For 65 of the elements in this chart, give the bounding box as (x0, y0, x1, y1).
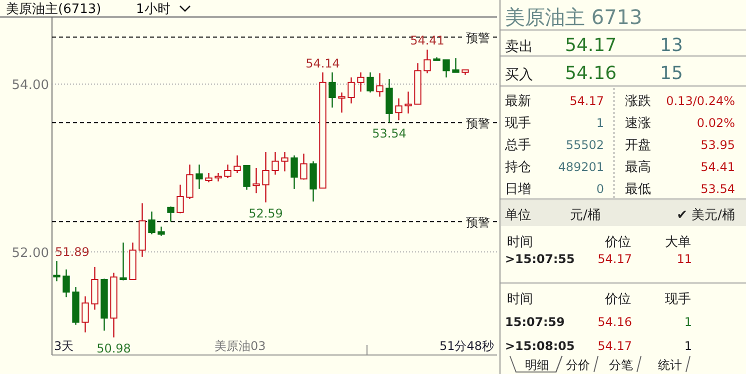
text: 54.17 (570, 94, 604, 108)
text: 分价 (566, 358, 590, 372)
chart-subtitle: 1小时 (136, 2, 170, 17)
ref-line-label: 预警 (466, 31, 490, 46)
text: 美原油主 6713 (505, 5, 642, 29)
text: 速涨 (625, 116, 651, 131)
text: 元/桶 (570, 208, 600, 223)
text: 持仓 (505, 160, 531, 175)
ref-line-label: 预警 (466, 216, 490, 230)
text: 最低 (625, 182, 651, 197)
text: 明细 (525, 358, 549, 372)
text: 开盘 (625, 138, 651, 153)
annotation: 51分48秒 (439, 339, 494, 353)
text: >15:07:55 (505, 252, 575, 266)
text: 13 (660, 35, 683, 56)
text: 11 (676, 252, 692, 266)
annotation: 51.89 (55, 245, 90, 260)
text: 买入 (505, 67, 533, 83)
text: 489201 (558, 160, 604, 174)
text: 54.16 (598, 315, 632, 329)
text: ✔ 美元/桶 (676, 207, 735, 223)
text: 时间 (507, 292, 533, 307)
text: 日增 (505, 182, 531, 197)
annotation: 54.14 (306, 56, 340, 70)
chart-title: 美原油主(6713) (6, 1, 102, 17)
annotation: 50.98 (96, 341, 131, 356)
annotation: 3天 (54, 339, 74, 353)
annotation: 52.59 (248, 206, 283, 220)
text: 54.16 (565, 63, 617, 84)
annotation: 53.54 (372, 126, 406, 141)
text: 1 (684, 339, 692, 353)
text: 价位 (604, 292, 631, 307)
y-tick-label: 52.00 (12, 246, 49, 261)
text: 现手 (505, 116, 531, 131)
text: 现手 (665, 292, 691, 307)
text: 最高 (625, 159, 651, 175)
text: >15:08:05 (505, 339, 575, 353)
text: 15:07:59 (505, 315, 565, 329)
text: 1 (596, 116, 604, 130)
text: 54.17 (598, 339, 632, 353)
annotation: 美原油03 (214, 339, 266, 353)
text: 54.17 (598, 252, 632, 266)
text: 单位 (505, 208, 531, 223)
text: 53.54 (700, 182, 735, 196)
text: 统计 (658, 358, 682, 372)
text: 时间 (507, 235, 533, 250)
text: 55502 (566, 138, 604, 152)
text: 0.13/0.24% (666, 94, 735, 108)
text: 最新 (505, 94, 531, 109)
y-tick-label: 54.00 (12, 78, 49, 94)
text: 53.95 (700, 138, 735, 152)
ref-line-label: 预警 (466, 116, 490, 131)
text: 大单 (665, 235, 691, 250)
annotation: 54.41 (410, 34, 444, 48)
text: 卖出 (505, 39, 533, 55)
text: 分笔 (609, 358, 633, 372)
text: 0 (596, 182, 604, 196)
text: 54.41 (700, 160, 735, 174)
text: 0.02% (696, 116, 735, 130)
text: 涨跌 (625, 94, 651, 109)
text: 54.17 (565, 35, 617, 56)
text: 15 (660, 63, 683, 84)
text: 价位 (604, 235, 631, 250)
text: 1 (684, 315, 692, 329)
text: 总手 (504, 138, 531, 153)
